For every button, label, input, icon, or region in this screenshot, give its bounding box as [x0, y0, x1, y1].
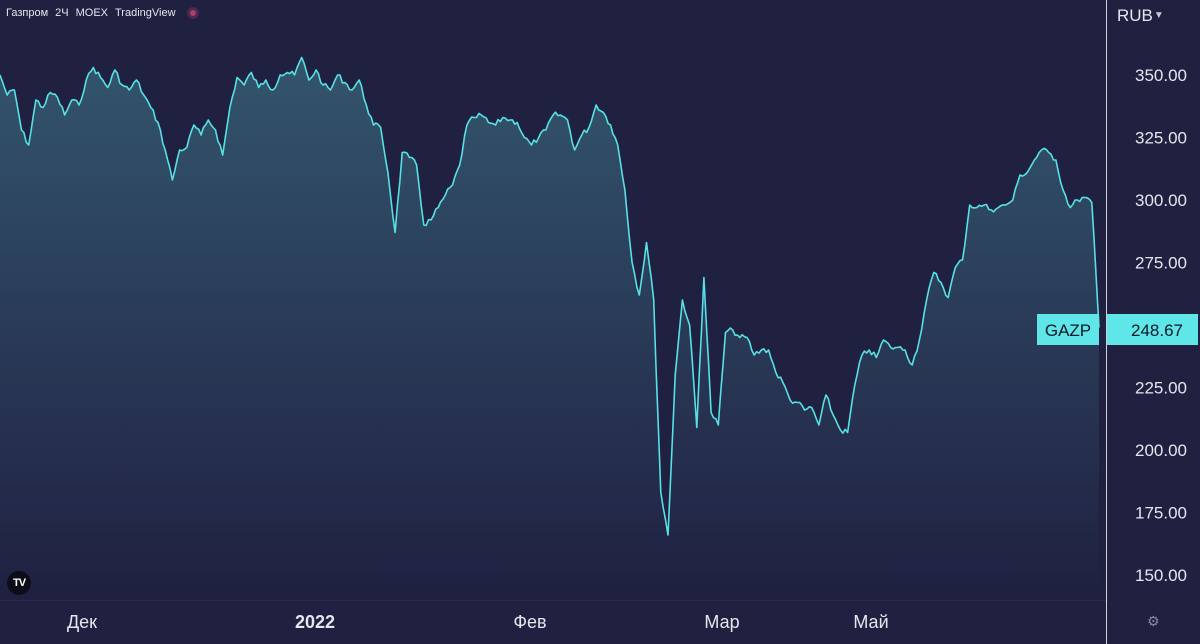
time-axis[interactable]: Дек 2022 Фев Мар Май	[67, 612, 889, 632]
settings-gear-icon[interactable]: ⚙	[1147, 613, 1160, 629]
currency-label: RUB	[1117, 6, 1153, 25]
currency-selector[interactable]: RUB▼	[1117, 6, 1164, 26]
price-badge	[1107, 314, 1198, 345]
y-tick-label: 175.00	[1135, 504, 1187, 523]
series-line	[0, 56, 1100, 536]
x-tick-label: 2022	[295, 612, 335, 632]
price-axis[interactable]: 350.00 325.00 300.00 275.00 225.00 200.00 175.…	[1135, 66, 1187, 585]
series-area-fill	[0, 57, 1099, 600]
y-tick-label: 275.00	[1135, 254, 1187, 273]
price-badge-value: 248.67	[1131, 321, 1183, 340]
market-status-icon[interactable]	[186, 7, 199, 19]
y-tick-label: 150.00	[1135, 566, 1187, 585]
y-tick-label: 200.00	[1135, 441, 1187, 460]
symbol-name[interactable]: Газпром	[6, 7, 49, 19]
ticker-label: GAZP	[1045, 321, 1091, 340]
x-tick-label: Дек	[67, 612, 97, 632]
last-price-label: GAZP 248.67	[1037, 314, 1198, 345]
y-tick-label: 300.00	[1135, 191, 1187, 210]
exchange-label: MOEX	[75, 7, 108, 19]
y-tick-label: 350.00	[1135, 66, 1187, 85]
y-tick-label: 325.00	[1135, 129, 1187, 148]
x-tick-label: Фев	[513, 612, 546, 632]
tradingview-logo-icon[interactable]: TV	[7, 571, 31, 595]
x-tick-label: Мар	[704, 612, 739, 632]
y-tick-label: 225.00	[1135, 379, 1187, 398]
interval-label[interactable]: 2Ч	[55, 7, 69, 19]
x-tick-label: Май	[853, 612, 888, 632]
provider-label: TradingView	[115, 7, 176, 19]
chevron-down-icon: ▼	[1153, 10, 1164, 21]
chart-header: Газпром 2Ч MOEX TradingView	[6, 5, 199, 21]
ticker-badge	[1037, 314, 1099, 345]
